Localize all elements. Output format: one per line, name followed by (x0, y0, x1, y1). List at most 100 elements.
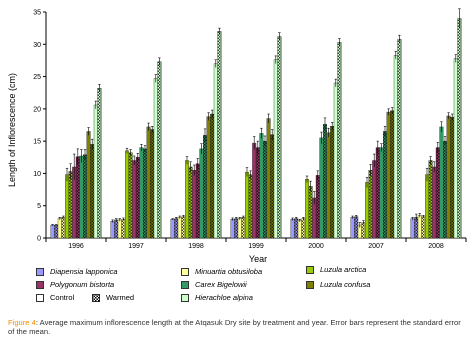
bar-hatch (443, 141, 447, 238)
bar-hatch (436, 147, 440, 238)
bar-hatch (196, 163, 200, 238)
x-tick-label: 1998 (188, 243, 204, 250)
bar (372, 160, 377, 239)
bar-hatch (376, 147, 380, 238)
bar-hatch (128, 152, 133, 238)
bar-hatch (241, 217, 246, 238)
legend-item-luzula-arctica: Luzula arctica (306, 265, 366, 274)
legend-label: Warmed (106, 293, 135, 302)
bar (199, 148, 204, 239)
bar (266, 118, 271, 239)
bar (139, 147, 144, 239)
bar (410, 218, 415, 239)
legend-item-polygonum: Polygonum bistorta (36, 280, 114, 289)
legend-swatch-warmed (92, 293, 100, 302)
bar (305, 179, 310, 239)
legend-swatch (181, 280, 189, 289)
bar-hatch (68, 171, 73, 238)
legend-item-minuartia: Minuartia obtusiloba (181, 267, 262, 276)
bar-hatch (76, 156, 80, 238)
bar-hatch (390, 110, 394, 238)
bar (252, 142, 257, 239)
bar (153, 78, 158, 239)
bar-hatch (210, 114, 214, 238)
bar-hatch (397, 39, 402, 239)
bar-hatch (414, 217, 418, 238)
bar (386, 111, 391, 239)
legend-item-diapensia: Diapensia lapponica (36, 267, 118, 276)
bar-hatch (301, 218, 306, 238)
legend-label: Minuartia obtusiloba (195, 267, 263, 276)
legend-item-warmed: Warmed (92, 293, 134, 302)
bar-hatch (256, 147, 260, 238)
bar (86, 131, 91, 239)
bar (350, 217, 355, 239)
legend-swatch (306, 265, 314, 274)
y-tick-label: 5 (37, 203, 41, 210)
bar-hatch (174, 218, 178, 238)
bar-hatch (203, 135, 207, 238)
bar (425, 174, 430, 239)
bar (326, 132, 331, 239)
bar (237, 218, 242, 239)
x-tick-label: 2000 (308, 243, 324, 250)
x-axis-title: Year (249, 254, 267, 262)
legend-item-luzula-confusa: Luzula confusa (306, 280, 370, 289)
bar-hatch (150, 129, 154, 238)
bar (273, 59, 278, 239)
bar-hatch (136, 157, 140, 238)
bar-hatch (270, 134, 274, 238)
legend-swatch (306, 280, 314, 289)
bar (110, 221, 115, 239)
bar (64, 174, 69, 239)
bar (333, 82, 338, 239)
bar-hatch (383, 131, 387, 238)
bar (57, 218, 62, 239)
bar-hatch (450, 117, 454, 238)
x-tick-label: 1996 (68, 243, 84, 250)
bar-hatch (428, 160, 433, 238)
bar (170, 219, 175, 239)
y-tick-label: 30 (33, 42, 41, 49)
bar-hatch (217, 31, 222, 238)
caption-text: : Average maximum inflorescence length a… (8, 318, 461, 336)
bar-hatch (83, 154, 87, 238)
bar (192, 169, 197, 239)
bar (432, 166, 437, 239)
y-tick-label: 20 (33, 106, 41, 113)
bar (319, 137, 324, 239)
bar-hatch (361, 222, 366, 238)
bar (453, 58, 458, 239)
x-tick-label: 1997 (128, 243, 144, 250)
bar (184, 160, 189, 239)
legend: Diapensia lapponica Minuartia obtusiloba… (36, 265, 456, 315)
bar (124, 150, 129, 239)
figure-caption: Figure 4: Average maximum inflorescence … (8, 318, 466, 336)
bar-hatch (188, 166, 193, 238)
legend-item-carex: Carex Bigelowii (181, 280, 247, 289)
bar-hatch (354, 216, 358, 238)
y-tick-label: 35 (33, 10, 41, 17)
chart-area: 0 5 10 15 20 25 30 35 1996 1997 1998 1999 2000 2007 20… (7, 8, 467, 262)
legend-item-control: Control (36, 293, 74, 302)
bar (206, 116, 211, 239)
bar (93, 104, 98, 239)
bar-hatch (248, 174, 253, 238)
y-tick-label: 15 (33, 139, 41, 146)
bar-hatch (368, 170, 373, 238)
bar (244, 171, 249, 239)
bar-hatch (54, 225, 58, 238)
y-tick-label: 25 (33, 74, 41, 81)
bar-hatch (308, 186, 313, 238)
bar (177, 217, 182, 239)
bar (439, 126, 444, 239)
bar-hatch (181, 216, 186, 238)
legend-item-hierachloe: Hierachloe alpina (181, 293, 253, 302)
bar-hatch (316, 175, 320, 238)
bar (79, 155, 84, 239)
bar-hatch (323, 124, 327, 238)
bar-hatch (114, 219, 118, 238)
bar (132, 160, 137, 239)
legend-swatch-control (36, 293, 44, 302)
legend-label: Luzula arctica (320, 265, 367, 274)
